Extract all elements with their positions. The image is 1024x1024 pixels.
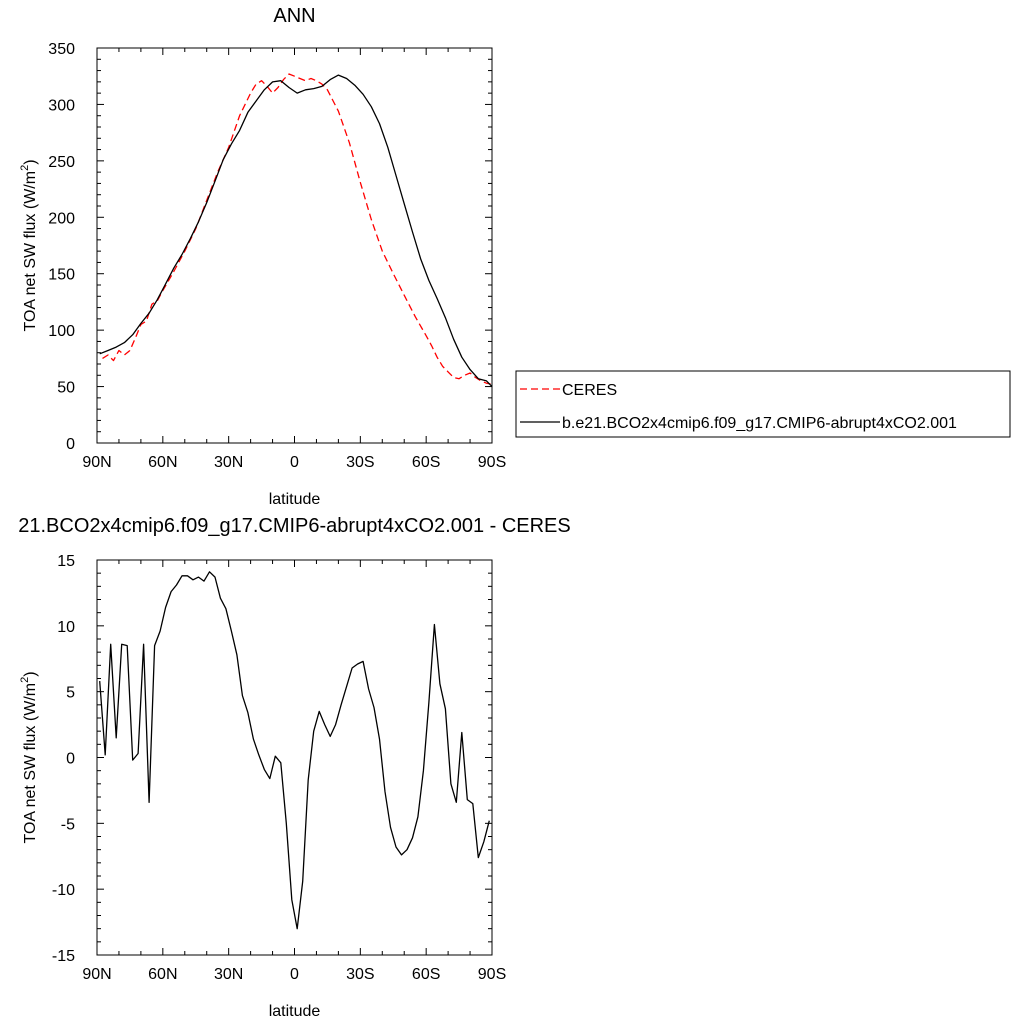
x-tick-label: 30N — [214, 454, 243, 471]
y-tick-label: 250 — [48, 154, 75, 171]
series-line-0 — [99, 571, 490, 930]
x-tick-label: 60N — [148, 454, 177, 471]
x-tick-label: 90S — [478, 454, 506, 471]
x-axis-title: latitude — [269, 1003, 321, 1020]
legend-label-0: CERES — [562, 382, 617, 399]
plot-frame — [96, 47, 493, 444]
x-tick-label: 0 — [290, 454, 299, 471]
x-tick-label: 90N — [82, 966, 111, 983]
x-tick-label: 0 — [290, 966, 299, 983]
chart-difference: 90N 60N 30N 0 30S 60S 90S -15 -10 -5 0 5 10 15 21.BCO2… — [18, 515, 571, 1020]
x-axis-title: latitude — [269, 491, 321, 508]
y-tick-label: -5 — [61, 816, 75, 833]
y-tick-label: 100 — [48, 323, 75, 340]
legend-label-1: b.e21.BCO2x4cmip6.f09_g17.CMIP6-abrupt4x… — [562, 415, 957, 432]
y-tick-label: 200 — [48, 210, 75, 227]
x-tick-label: 60N — [148, 966, 177, 983]
y-axis-title: TOA net SW flux (W/m2) — [19, 159, 39, 331]
y-tick-label: 300 — [48, 97, 75, 114]
chart-ann: 90N 60N 30N 0 30S 60S 90S 0 50 100 150 200 250 300 350… — [19, 5, 1011, 508]
series-line-1 — [99, 74, 493, 388]
y-tick-label: 50 — [57, 380, 75, 397]
y-axis-title: TOA net SW flux (W/m2) — [19, 671, 39, 843]
chart-title: ANN — [273, 5, 315, 27]
y-axis-title-end: ) — [22, 671, 39, 676]
y-tick-label: -10 — [52, 882, 75, 899]
y-tick-label: 350 — [48, 41, 75, 58]
y-tick-label: 5 — [66, 685, 75, 702]
x-tick-label: 90N — [82, 454, 111, 471]
x-tick-label: 90S — [478, 966, 506, 983]
x-tick-label: 60S — [412, 454, 440, 471]
plot-frame — [96, 559, 493, 956]
y-tick-label: 150 — [48, 267, 75, 284]
legend-box — [515, 370, 1011, 438]
y-tick-label: 0 — [66, 751, 75, 768]
y-tick-label: 0 — [66, 436, 75, 453]
x-tick-label: 60S — [412, 966, 440, 983]
y-tick-label: -15 — [52, 948, 75, 965]
x-tick-label: 30S — [346, 454, 374, 471]
y-axis-title-superscript: 2 — [19, 165, 31, 171]
x-tick-label: 30N — [214, 966, 243, 983]
x-tick-label: 30S — [346, 966, 374, 983]
y-axis-title-main: TOA net SW flux (W/m — [22, 683, 39, 844]
y-axis-title-end: ) — [22, 159, 39, 164]
series-line-0 — [102, 73, 493, 385]
y-tick-label: 10 — [57, 619, 75, 636]
y-axis-title-superscript: 2 — [19, 677, 31, 683]
y-axis-title-main: TOA net SW flux (W/m — [22, 171, 39, 332]
y-tick-label: 15 — [57, 553, 75, 570]
chart-title: 21.BCO2x4cmip6.f09_g17.CMIP6-abrupt4xCO2… — [18, 515, 571, 537]
